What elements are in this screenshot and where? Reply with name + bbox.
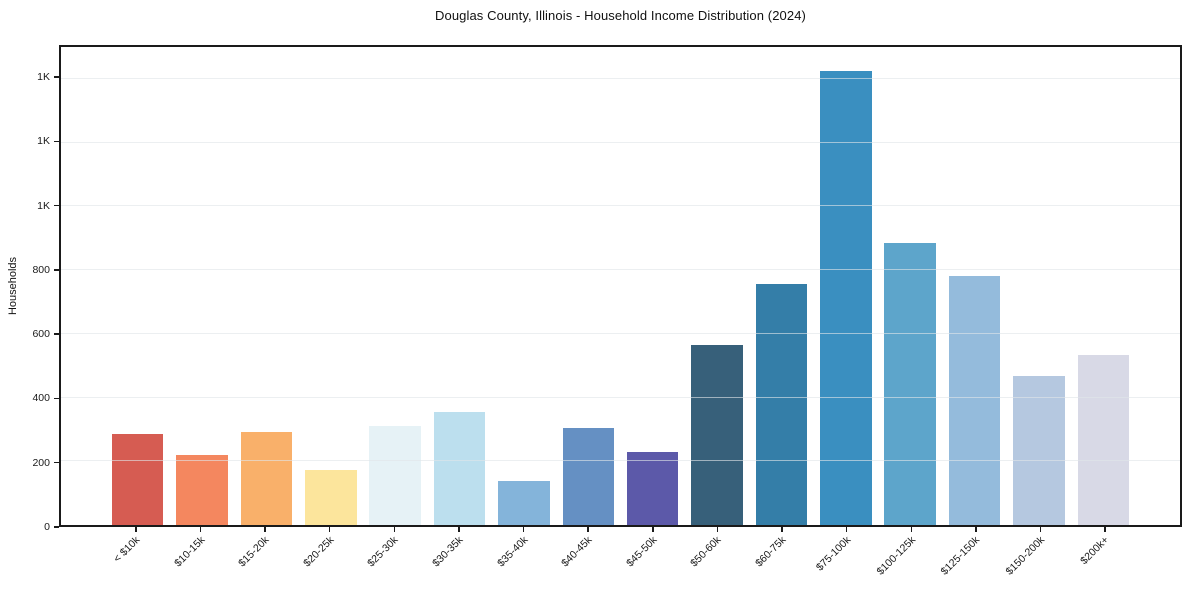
y-tick-mark (54, 76, 59, 78)
bar-150-200k (1013, 375, 1065, 525)
x-tick-mark (781, 527, 783, 532)
x-tick-label: < $10k (111, 534, 143, 565)
x-tick-label: $40-45k (559, 534, 595, 570)
x-tick-mark (135, 527, 137, 532)
bar-50-60k (691, 344, 743, 525)
y-tick-label: 800 (32, 263, 50, 276)
x-tick-label: $60-75k (753, 534, 789, 570)
bar-25-30k (369, 425, 421, 525)
y-tick-label: 1K (37, 71, 50, 84)
x-tick-label: $200k+ (1078, 534, 1112, 568)
x-tick-label: $100-125k (874, 534, 918, 578)
gridline-1400 (61, 77, 1180, 79)
gridline-1000 (61, 205, 1180, 207)
x-tick-mark (393, 527, 396, 532)
gridline-400 (61, 396, 1180, 398)
x-tick-mark (910, 527, 912, 532)
y-tick-label: 1K (37, 135, 50, 148)
chart-title: Douglas County, Illinois - Household Inc… (435, 8, 806, 23)
y-tick-label: 1K (37, 199, 50, 212)
bar-30-35k (433, 411, 486, 525)
bar-20-25k (305, 469, 357, 525)
x-tick-mark (845, 527, 848, 532)
bar-200k (1077, 355, 1130, 525)
y-tick-mark (54, 204, 59, 207)
bar-10k (111, 434, 164, 525)
x-tick-label: $125-150k (938, 534, 983, 578)
y-tick-label: 400 (32, 392, 50, 405)
y-tick-label: 200 (32, 456, 50, 469)
y-tick-mark (54, 269, 59, 271)
gridline-1200 (61, 141, 1180, 143)
x-tick-mark (1104, 527, 1106, 532)
bar-100-125k (884, 242, 936, 525)
x-tick-label: $20-25k (300, 534, 337, 570)
x-tick-mark (716, 527, 719, 532)
bar-60-75k (755, 283, 808, 525)
bar-45-50k (626, 451, 679, 525)
x-tick-mark (328, 527, 331, 532)
x-tick-label: $50-60k (688, 534, 724, 570)
x-tick-label: $15-20k (236, 534, 272, 570)
bar-75-100k (820, 70, 872, 525)
x-tick-label: $45-50k (623, 534, 660, 570)
x-tick-mark (975, 527, 977, 532)
y-tick-mark (54, 140, 59, 143)
y-tick-mark (54, 333, 59, 335)
gridline-600 (61, 332, 1180, 334)
y-tick-label: 0 (44, 521, 50, 533)
x-tick-mark (652, 527, 654, 532)
y-tick-label: 600 (32, 328, 50, 341)
x-tick-label: $75-100k (813, 534, 854, 574)
x-tick-mark (1039, 527, 1042, 532)
x-tick-mark (522, 527, 525, 532)
x-tick-label: $30-35k (430, 534, 466, 570)
x-tick-mark (458, 527, 460, 532)
x-tick-mark (587, 527, 589, 532)
y-tick-mark (54, 526, 59, 528)
bar-15-20k (240, 431, 293, 525)
bar-35-40k (498, 480, 550, 525)
x-tick-label: $10-15k (171, 534, 207, 570)
x-tick-label: $35-40k (494, 534, 531, 570)
x-tick-mark (199, 527, 202, 532)
y-tick-mark (54, 461, 59, 464)
y-tick-mark (54, 397, 59, 400)
gridline-800 (61, 269, 1180, 271)
bar-10-15k (176, 454, 228, 525)
bar-40-45k (562, 427, 615, 525)
plot-inner (61, 47, 1180, 525)
x-tick-label: $25-30k (365, 534, 401, 570)
gridline-200 (61, 460, 1180, 462)
plot-area (59, 45, 1182, 527)
x-tick-label: $150-200k (1003, 534, 1047, 578)
bar-125-150k (948, 276, 1001, 525)
x-tick-mark (264, 527, 266, 532)
